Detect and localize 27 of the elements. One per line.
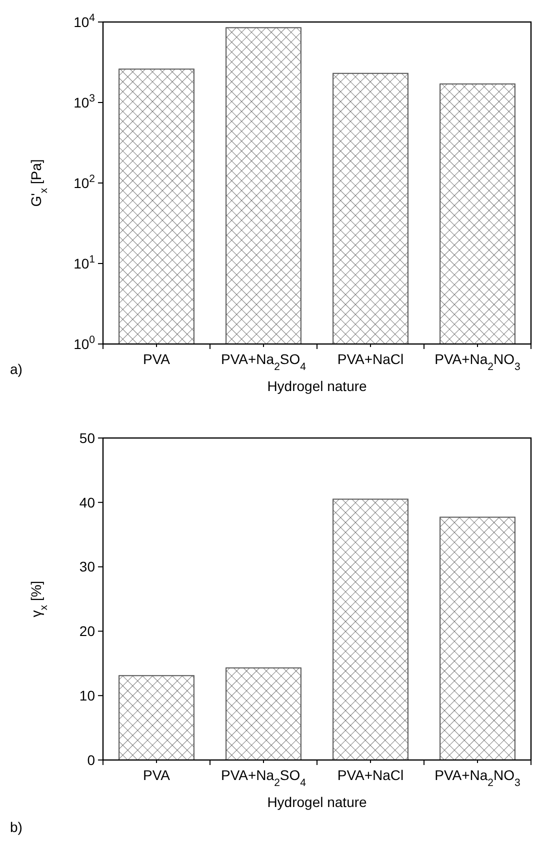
y-tick-label: 30 — [79, 558, 96, 575]
x-axis-title: Hydrogel nature — [267, 794, 368, 810]
y-tick-label: 10$^{2}$ — [74, 172, 96, 191]
x-tick-label: PVA+Na$_{2}$NO$_{3}$ — [434, 351, 521, 373]
y-tick-label: 40 — [79, 494, 96, 510]
bar — [226, 667, 302, 760]
y-tick-label: 50 — [79, 430, 96, 446]
y-tick-label: 10 — [79, 688, 96, 704]
y-tick-label: 10$^{3}$ — [74, 92, 96, 110]
y-tick-label: 20 — [79, 623, 96, 640]
x-tick-label: PVA+NaCl — [337, 767, 404, 783]
x-axis-title: Hydrogel nature — [267, 378, 368, 394]
x-tick-label: PVA+Na$_{2}$NO$_{3}$ — [434, 767, 521, 789]
text: b) — [10, 819, 22, 835]
x-tick-label: PVA — [143, 767, 171, 783]
bar — [440, 516, 516, 760]
x-tick-label: PVA+Na$_{2}$SO$_{4}$ — [221, 351, 306, 373]
y-tick-label: 10$^{1}$ — [74, 253, 96, 272]
y-tick-label: 10$^{0}$ — [74, 334, 96, 352]
x-tick-label: PVA+Na$_{2}$SO$_{4}$ — [221, 767, 306, 789]
x-tick-label: PVA+NaCl — [337, 351, 404, 367]
bar — [332, 498, 408, 760]
y-tick-label: 10$^{4}$ — [74, 12, 96, 30]
x-tick-label: PVA — [143, 351, 171, 367]
text: a) — [10, 361, 22, 377]
bar — [118, 675, 194, 760]
y-tick-label: 0 — [87, 752, 96, 768]
